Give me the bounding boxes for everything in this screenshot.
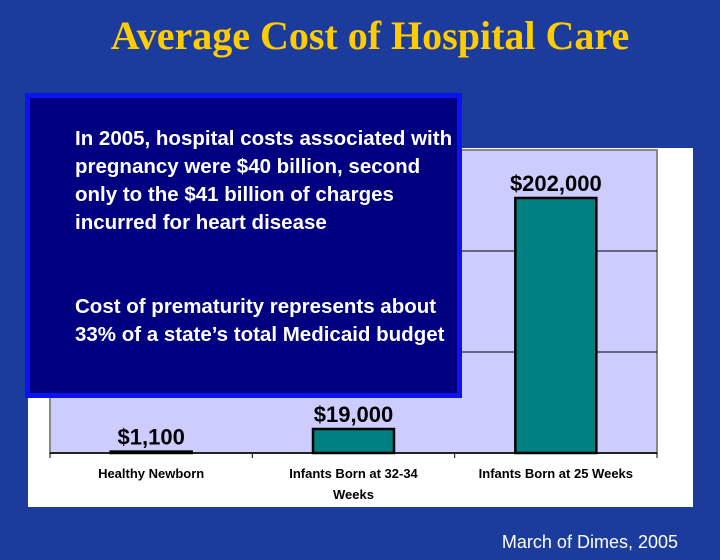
x-tick-label: Weeks (333, 487, 374, 502)
callout-paragraph-1: In 2005, hospital costs associated with … (75, 127, 453, 234)
data-label: $1,100 (118, 425, 185, 450)
x-tick-label: Infants Born at 25 Weeks (479, 466, 633, 481)
data-label: $202,000 (510, 171, 602, 196)
x-tick-label: Infants Born at 32-34 (289, 466, 418, 481)
bar (311, 427, 396, 455)
slide-title: Average Cost of Hospital Care (110, 13, 630, 58)
source-citation: March of Dimes, 2005 (501, 532, 678, 552)
callout-paragraph-2: Cost of prematurity represents about 33%… (75, 295, 445, 346)
bar (109, 450, 193, 455)
data-label: $19,000 (314, 402, 394, 427)
x-tick-label: Healthy Newborn (98, 466, 204, 481)
callout-box: In 2005, hospital costs associated with … (25, 93, 462, 398)
bar (514, 196, 598, 455)
